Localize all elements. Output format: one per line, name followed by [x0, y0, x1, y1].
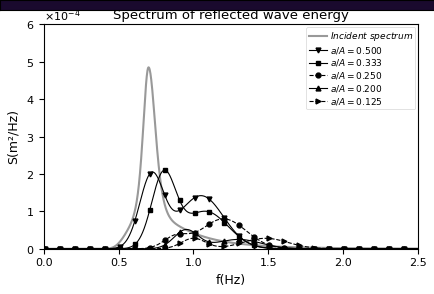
$\it{a/A=0.125}$ — [341, 247, 346, 250]
Line: $\it{a/A=0.333}$: $\it{a/A=0.333}$ — [43, 168, 421, 251]
Legend: $\it{Incident\ spectrum}$, $\it{a/A=0.500}$, $\it{a/A=0.333}$, $\it{a/A=0.250}$,: $\it{Incident\ spectrum}$, $\it{a/A=0.50… — [306, 27, 415, 109]
$\it{a/A=0.125}$ — [43, 247, 48, 250]
$\it{a/A=0.200}$ — [184, 228, 189, 231]
$\it{a/A=0.333}$ — [207, 210, 213, 214]
Y-axis label: S(m²/Hz): S(m²/Hz) — [7, 109, 20, 164]
$\it{Incident\ spectrum}$ — [146, 66, 151, 69]
$\it{a/A=0.125}$ — [194, 237, 199, 240]
$\it{a/A=0.125}$ — [334, 247, 339, 250]
$\it{a/A=0.500}$ — [334, 247, 339, 250]
$\it{a/A=0.250}$ — [220, 217, 226, 220]
$\it{a/A=0.200}$ — [416, 247, 421, 250]
$\it{Incident\ spectrum}$ — [81, 247, 86, 250]
$\it{a/A=0.200}$ — [341, 247, 346, 250]
$\it{a/A=0.125}$ — [81, 247, 86, 250]
$\it{a/A=0.200}$ — [43, 247, 48, 250]
$\it{a/A=0.333}$ — [341, 247, 346, 250]
$\it{Incident\ spectrum}$ — [416, 247, 421, 250]
$\it{a/A=0.250}$ — [207, 222, 212, 226]
$\it{Incident\ spectrum}$ — [334, 246, 339, 250]
Title: Spectrum of reflected wave energy: Spectrum of reflected wave energy — [113, 9, 349, 22]
$\it{a/A=0.500}$ — [150, 170, 155, 174]
$\it{a/A=0.500}$ — [194, 195, 199, 198]
$\it{a/A=0.500}$ — [207, 198, 213, 201]
$\it{Incident\ spectrum}$ — [341, 246, 346, 250]
$\it{a/A=0.333}$ — [416, 247, 421, 250]
$\it{a/A=0.200}$ — [194, 233, 199, 236]
$\it{a/A=0.250}$ — [43, 247, 48, 250]
$\it{a/A=0.333}$ — [43, 247, 48, 250]
$\it{Incident\ spectrum}$ — [43, 247, 48, 250]
$\it{a/A=0.500}$ — [299, 247, 304, 250]
$\it{Incident\ spectrum}$ — [299, 246, 304, 249]
Line: $\it{a/A=0.125}$: $\it{a/A=0.125}$ — [43, 236, 421, 251]
$\it{a/A=0.250}$ — [194, 230, 199, 234]
$\it{a/A=0.125}$ — [416, 247, 421, 250]
$\it{a/A=0.125}$ — [191, 236, 197, 240]
X-axis label: f(Hz): f(Hz) — [216, 274, 246, 287]
$\it{a/A=0.200}$ — [81, 247, 86, 250]
$\it{Incident\ spectrum}$ — [194, 232, 199, 236]
$\it{Incident\ spectrum}$ — [207, 237, 213, 240]
$\it{a/A=0.333}$ — [162, 168, 167, 172]
$\it{a/A=0.500}$ — [43, 247, 48, 250]
Line: $\it{a/A=0.200}$: $\it{a/A=0.200}$ — [43, 227, 421, 251]
$\it{a/A=0.333}$ — [299, 247, 304, 250]
$\it{a/A=0.200}$ — [334, 247, 339, 250]
Line: $\it{a/A=0.250}$: $\it{a/A=0.250}$ — [43, 216, 421, 251]
$\it{a/A=0.250}$ — [81, 247, 86, 250]
$\it{a/A=0.125}$ — [299, 244, 304, 248]
$\it{a/A=0.250}$ — [341, 247, 346, 250]
$\it{a/A=0.333}$ — [334, 247, 339, 250]
$\it{a/A=0.200}$ — [299, 247, 304, 250]
$\it{a/A=0.500}$ — [341, 247, 346, 250]
Line: $\it{a/A=0.500}$: $\it{a/A=0.500}$ — [43, 170, 421, 251]
$\it{a/A=0.500}$ — [416, 247, 421, 250]
$\it{a/A=0.250}$ — [334, 247, 339, 250]
Line: $\it{Incident\ spectrum}$: $\it{Incident\ spectrum}$ — [45, 67, 418, 249]
$\it{a/A=0.125}$ — [207, 242, 213, 246]
$\it{a/A=0.250}$ — [299, 247, 304, 250]
$\it{a/A=0.500}$ — [81, 247, 86, 250]
$\it{a/A=0.333}$ — [81, 247, 86, 250]
$\it{a/A=0.250}$ — [416, 247, 421, 250]
$\it{a/A=0.200}$ — [207, 240, 213, 244]
$\it{a/A=0.333}$ — [194, 211, 199, 214]
